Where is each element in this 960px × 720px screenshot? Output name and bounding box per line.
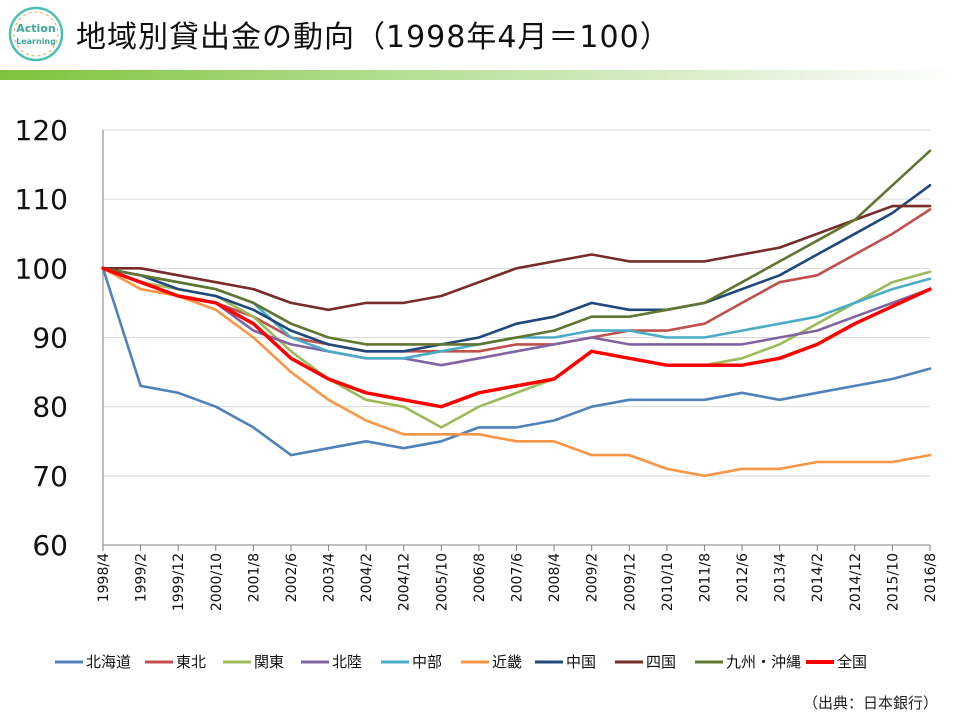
y-tick-label: 110 [15, 183, 68, 216]
series-line-東北 [101, 208, 932, 353]
y-tick-label: 80 [32, 391, 68, 424]
x-tick-label: 2003/4 [322, 553, 338, 602]
legend-label: 四国 [646, 653, 676, 671]
x-tick-label: 2016/8 [923, 553, 939, 602]
x-tick-label: 2014/2 [810, 553, 826, 602]
x-tick-label: 2007/6 [510, 553, 526, 602]
x-tick-label: 2010/10 [660, 553, 676, 611]
y-tick-label: 100 [15, 252, 68, 285]
y-tick-label: 90 [32, 322, 68, 355]
legend-label: 近畿 [492, 653, 522, 671]
series-lines [101, 149, 932, 478]
x-tick-label: 2008/4 [547, 553, 563, 602]
x-tick-label: 2009/12 [622, 553, 638, 611]
x-tick-label: 2009/2 [585, 553, 601, 602]
x-tick-label: 2006/8 [472, 553, 488, 602]
logo-top-text: Action [16, 22, 55, 35]
legend-label: 北海道 [86, 653, 131, 671]
line-chart: 60 70 80 90 100 110 120 1998/4 1999/2 1999/12 2000… [15, 114, 939, 671]
x-tick-label: 2011/8 [697, 553, 713, 602]
y-tick-label: 120 [15, 114, 68, 147]
legend-label: 中国 [566, 653, 596, 671]
series-line-関東 [101, 267, 932, 429]
legend-label: 北陸 [332, 653, 362, 671]
page-title: 地域別貸出金の動向（1998年4月＝100） [76, 20, 671, 55]
legend-label: 九州・沖縄 [726, 653, 801, 671]
action-learning-logo: Action Learning [8, 6, 64, 62]
y-tick-label: 60 [32, 529, 68, 562]
x-tick-label: 2005/10 [434, 553, 450, 611]
legend: 北海道 東北 関東 北陸 中部 近畿 中国 四国 九州・沖縄 全国 [55, 653, 867, 671]
legend-label: 東北 [176, 653, 206, 671]
series-line-近畿 [101, 267, 932, 478]
x-tick-label: 2001/8 [246, 553, 262, 602]
source-note: （出典：日本銀行） [802, 694, 938, 712]
x-tick-label: 2004/12 [397, 553, 413, 611]
x-tick-label: 1999/2 [134, 553, 150, 602]
x-tick-label: 2015/10 [885, 553, 901, 611]
x-tick-label: 1998/4 [96, 553, 112, 602]
x-tick-label: 1999/12 [171, 553, 187, 611]
series-line-全国 [101, 266, 932, 409]
y-tick-label: 70 [32, 460, 68, 493]
series-line-九州・沖縄 [101, 149, 932, 346]
x-tick-label: 2013/4 [773, 553, 789, 602]
x-tick-label: 2000/10 [209, 553, 225, 611]
logo-bottom-text: Learning [16, 37, 56, 46]
x-tick-label: 2002/6 [284, 553, 300, 602]
x-tick-label: 2004/2 [359, 553, 375, 602]
series-line-四国 [101, 204, 932, 312]
title-underline [0, 70, 960, 80]
header: Action Learning 地域別貸出金の動向（1998年4月＝100） [0, 0, 960, 82]
series-line-北海道 [101, 267, 932, 457]
x-tick-label: 2012/6 [735, 553, 751, 602]
legend-label: 関東 [254, 653, 284, 671]
axes: 60 70 80 90 100 110 120 1998/4 1999/2 1999/12 2000… [15, 114, 939, 611]
legend-label: 中部 [412, 653, 442, 671]
legend-label: 全国 [837, 653, 867, 671]
series-line-中国 [101, 184, 932, 353]
x-tick-label: 2014/12 [848, 553, 864, 611]
series-line-北陸 [101, 267, 932, 367]
